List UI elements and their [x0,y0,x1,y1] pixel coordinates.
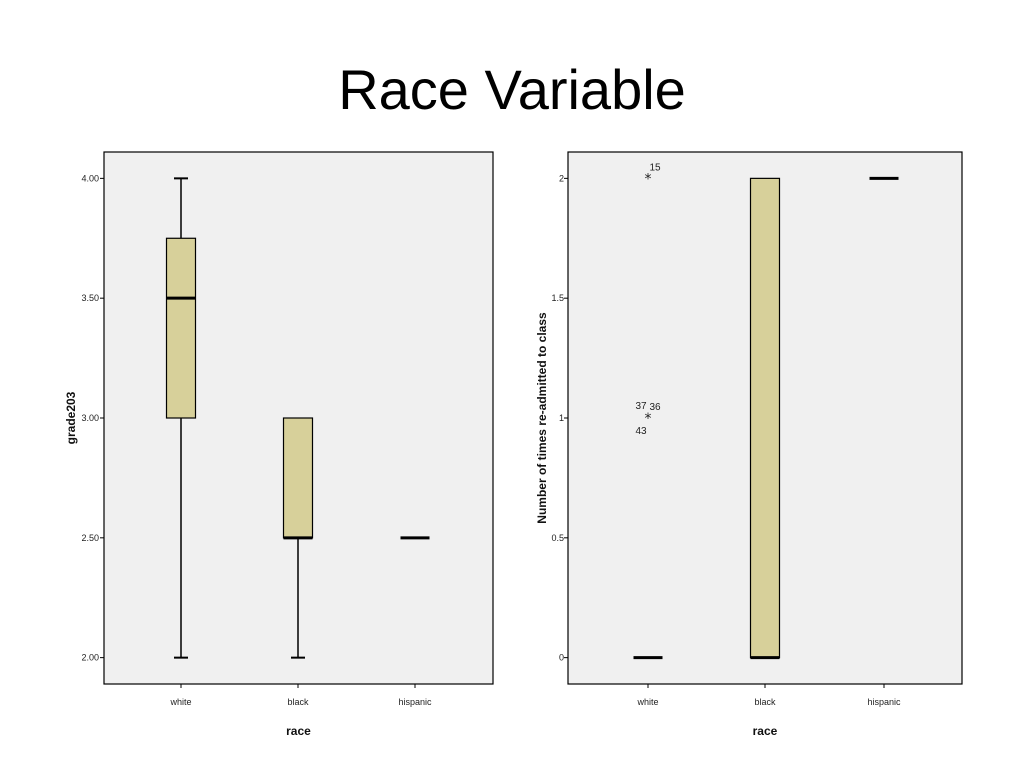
box-white [165,177,197,659]
plot-area [567,151,963,685]
box-black [749,177,781,660]
y-tick-label: 2.00 [81,653,99,663]
outlier-label: 15 [649,162,661,173]
box-iqr [749,177,781,659]
x-tick-label-black: black [287,697,309,707]
box-black [282,417,314,659]
y-axis-title: Number of times re-admitted to class [535,312,549,524]
y-tick-label: 4.00 [81,173,99,183]
y-tick-label: 1 [559,413,564,423]
outlier-label: 43 [635,426,647,437]
y-tick-label: 1.5 [551,293,564,303]
x-tick-label-hispanic: hispanic [867,697,901,707]
y-tick-label: 0 [559,653,564,663]
x-tick-label-black: black [754,697,776,707]
y-axis-title: grade203 [64,391,78,444]
outlier-label: 36 [649,402,661,413]
x-axis-title: race [753,724,778,738]
plot-area [103,151,494,685]
x-tick-label-hispanic: hispanic [398,697,432,707]
x-tick-label-white: white [169,697,191,707]
x-axis-title: race [286,724,311,738]
outlier-marker: * [645,411,652,427]
slide-title: Race Variable [338,58,686,121]
y-tick-label: 3.50 [81,293,99,303]
x-tick-label-white: white [636,697,658,707]
y-tick-label: 0.5 [551,533,564,543]
y-tick-label: 2.50 [81,533,99,543]
box-iqr [282,417,314,539]
box-iqr [165,237,197,419]
outlier-marker: * [645,171,652,187]
y-tick-label: 3.00 [81,413,99,423]
y-tick-label: 2 [559,173,564,183]
outlier-label: 37 [635,401,647,412]
